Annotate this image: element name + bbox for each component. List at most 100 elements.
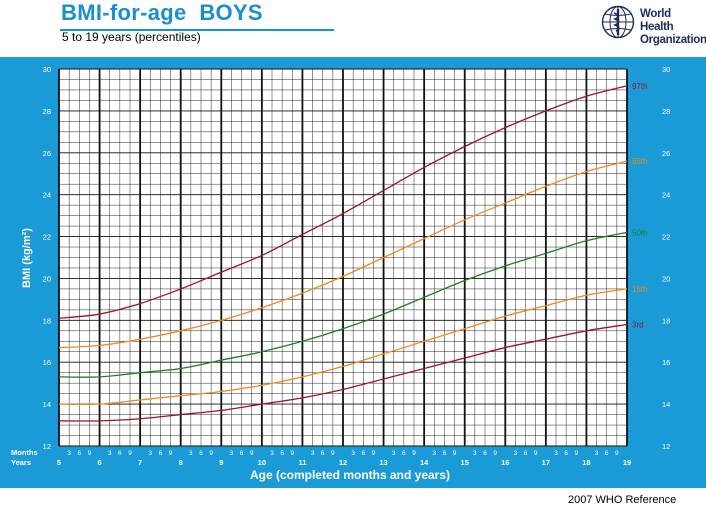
years-row-label: Years (11, 458, 31, 467)
y-tick-label-left: 22 (43, 233, 51, 242)
y-tick-label-left: 16 (43, 358, 51, 367)
x-tick-label-year: 15 (461, 458, 469, 467)
y-tick-label-left: 30 (43, 65, 51, 74)
axis-labels: 12 12 14 14 16 16 18 18 20 20 22 22 24 24 26 26 28 28 30 30… (43, 65, 671, 467)
y-tick-label-left: 28 (43, 107, 51, 116)
x-tick-label-month: 9 (209, 450, 213, 457)
x-tick-label-month: 9 (534, 450, 538, 457)
x-tick-label-month: 3 (108, 450, 112, 457)
x-tick-label-month: 9 (372, 450, 376, 457)
x-tick-label-month: 6 (199, 450, 203, 457)
x-tick-label-month: 9 (493, 450, 497, 457)
organization-line2: Organization (640, 34, 706, 46)
y-tick-label-right: 22 (662, 233, 670, 242)
x-tick-label-month: 9 (88, 450, 92, 457)
x-tick-label-year: 6 (97, 458, 101, 467)
y-tick-label-right: 18 (662, 316, 670, 325)
series-label-15th: 15th (632, 285, 648, 294)
y-tick-label-left: 24 (43, 191, 51, 200)
x-tick-label-month: 6 (240, 450, 244, 457)
y-tick-label-right: 28 (662, 107, 670, 116)
footer-reference: 2007 WHO Reference (568, 494, 677, 506)
x-tick-label-month: 3 (148, 450, 152, 457)
x-tick-label-month: 6 (524, 450, 528, 457)
months-row-label: Months (11, 448, 38, 457)
x-tick-label-month: 9 (412, 450, 416, 457)
x-tick-label-month: 3 (270, 450, 274, 457)
y-axis-label: BMI (kg/m²) (21, 228, 33, 288)
y-tick-label-right: 24 (662, 191, 670, 200)
y-tick-label-left: 18 (43, 316, 51, 325)
y-tick-label-left: 26 (43, 149, 51, 158)
y-tick-label-left: 14 (43, 400, 51, 409)
x-tick-label-month: 9 (128, 450, 132, 457)
x-tick-label-month: 3 (67, 450, 71, 457)
x-tick-label-year: 13 (379, 458, 387, 467)
x-tick-label-month: 3 (392, 450, 396, 457)
y-tick-label-right: 16 (662, 358, 670, 367)
x-tick-label-month: 6 (280, 450, 284, 457)
percentile-curve-85th (58, 160, 628, 349)
x-tick-label-year: 11 (298, 458, 306, 467)
y-tick-label-right: 14 (662, 400, 670, 409)
x-tick-label-year: 5 (57, 458, 61, 467)
x-tick-label-month: 3 (473, 450, 477, 457)
x-tick-label-month: 9 (615, 450, 619, 457)
series-label-85th: 85th (632, 157, 648, 166)
y-tick-label-right: 26 (662, 149, 670, 158)
x-tick-label-month: 9 (250, 450, 254, 457)
y-tick-label-right: 12 (662, 442, 670, 451)
x-tick-label-year: 14 (420, 458, 429, 467)
title-underline (60, 29, 334, 31)
x-tick-label-month: 6 (483, 450, 487, 457)
series-label-50th: 50th (632, 228, 648, 237)
x-tick-label-month: 3 (554, 450, 558, 457)
x-tick-label-month: 9 (574, 450, 578, 457)
x-tick-label-month: 9 (290, 450, 294, 457)
chart-title: BMI-for-age BOYS (61, 0, 263, 25)
x-tick-label-month: 6 (118, 450, 122, 457)
percentile-curve-97th (58, 85, 628, 319)
percentile-curves: 97th 85th 50th 15th 3rd (58, 82, 648, 422)
y-tick-label-right: 20 (662, 274, 670, 283)
x-tick-label-year: 17 (542, 458, 550, 467)
x-tick-label-month: 3 (432, 450, 436, 457)
y-tick-label-right: 30 (662, 65, 670, 74)
x-tick-label-month: 6 (443, 450, 447, 457)
x-axis-label: Age (completed months and years) (250, 468, 450, 482)
percentile-curve-50th (58, 231, 628, 378)
x-tick-label-month: 3 (311, 450, 315, 457)
x-tick-label-year: 8 (179, 458, 183, 467)
percentile-curve-15th (58, 288, 628, 406)
series-label-3rd: 3rd (632, 321, 644, 330)
x-tick-label-year: 12 (339, 458, 347, 467)
x-tick-label-month: 3 (230, 450, 234, 457)
x-tick-label-month: 9 (331, 450, 335, 457)
x-tick-label-month: 6 (564, 450, 568, 457)
x-tick-label-year: 10 (258, 458, 266, 467)
x-tick-label-month: 6 (605, 450, 609, 457)
x-tick-label-month: 6 (402, 450, 406, 457)
x-tick-label-month: 3 (514, 450, 518, 457)
x-tick-label-month: 3 (595, 450, 599, 457)
x-tick-label-month: 9 (169, 450, 173, 457)
y-tick-label-left: 12 (43, 442, 51, 451)
chart-subtitle: 5 to 19 years (percentiles) (62, 30, 201, 44)
x-tick-label-month: 9 (453, 450, 457, 457)
x-tick-label-month: 6 (361, 450, 365, 457)
x-tick-label-year: 9 (219, 458, 223, 467)
x-tick-label-year: 16 (501, 458, 509, 467)
x-tick-label-month: 6 (321, 450, 325, 457)
who-emblem-icon (601, 5, 635, 39)
x-tick-label-year: 7 (138, 458, 142, 467)
organization-line1: World Health (640, 8, 674, 33)
grid-lines (58, 68, 628, 447)
x-tick-label-month: 3 (351, 450, 355, 457)
y-tick-label-left: 20 (43, 274, 51, 283)
x-tick-label-month: 6 (77, 450, 81, 457)
percentile-curve-3rd (58, 323, 628, 422)
x-tick-label-month: 3 (189, 450, 193, 457)
x-tick-label-year: 18 (582, 458, 590, 467)
x-tick-label-month: 6 (159, 450, 163, 457)
